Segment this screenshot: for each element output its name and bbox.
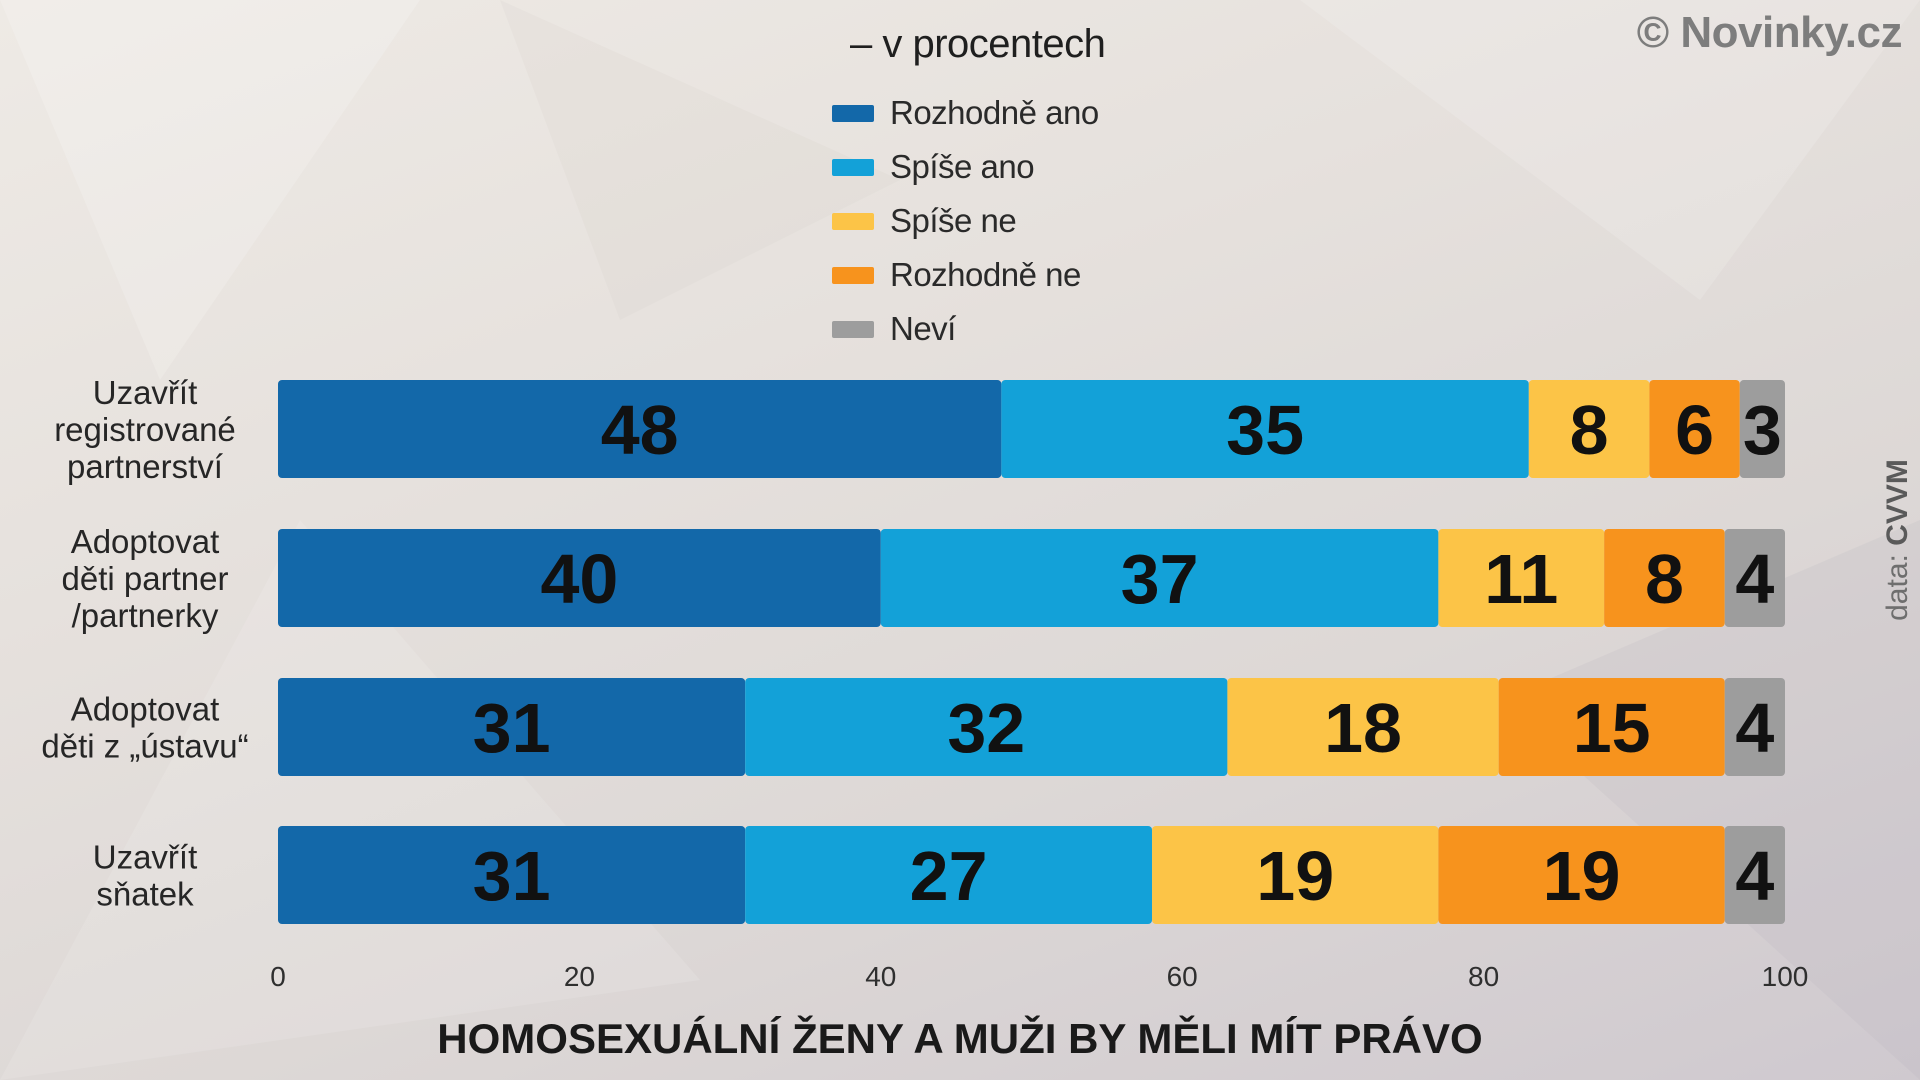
value-label: 35 — [1226, 391, 1304, 469]
bar-segment — [278, 529, 881, 627]
x-tick-label: 60 — [1167, 961, 1198, 992]
value-label: 37 — [1121, 540, 1199, 618]
bar-segment — [1604, 529, 1725, 627]
bar-segment — [278, 826, 746, 924]
bar-segment — [1438, 529, 1605, 627]
bar-segment — [1227, 678, 1499, 776]
legend-label: Rozhodně ano — [890, 94, 1099, 131]
bar-segment — [880, 529, 1439, 627]
value-label: 4 — [1735, 540, 1774, 618]
legend-label: Spíše ne — [890, 202, 1017, 239]
legend-item: Spíše ne — [832, 194, 1099, 248]
category-label: sňatek — [96, 876, 194, 913]
unit-note: – v procentech — [850, 22, 1106, 66]
category-label: Adoptovat — [71, 523, 220, 560]
x-tick-label: 80 — [1468, 961, 1499, 992]
category-label: Uzavřít — [93, 374, 198, 411]
bar-segment — [278, 380, 1002, 478]
category-label: děti partner — [62, 560, 229, 597]
x-tick-label: 20 — [564, 961, 595, 992]
bar-segment — [1438, 826, 1725, 924]
value-label: 6 — [1675, 391, 1714, 469]
value-label: 18 — [1324, 689, 1402, 767]
bar-segment — [278, 678, 746, 776]
legend-swatch — [832, 104, 874, 122]
value-label: 11 — [1484, 540, 1558, 618]
legend-item: Spíše ano — [832, 140, 1099, 194]
value-label: 8 — [1570, 391, 1609, 469]
category-label: partnerství — [67, 448, 223, 485]
copyright-credit: © Novinky.cz — [1636, 8, 1903, 57]
value-label: 19 — [1256, 837, 1334, 915]
bar-segment — [1152, 826, 1439, 924]
bar-segment — [745, 678, 1228, 776]
bar-segment — [1528, 380, 1650, 478]
value-label: 40 — [540, 540, 618, 618]
category-label: Uzavřít — [93, 839, 198, 876]
value-label: 8 — [1645, 540, 1684, 618]
category-label: registrované — [54, 411, 236, 448]
value-label: 32 — [947, 689, 1025, 767]
legend-swatch — [832, 266, 874, 284]
legend-label: Neví — [890, 310, 956, 347]
x-tick-label: 40 — [865, 961, 896, 992]
category-label: /partnerky — [72, 597, 219, 634]
legend-swatch — [832, 320, 874, 338]
legend-label: Rozhodně ne — [890, 256, 1081, 293]
x-tick-label: 0 — [270, 961, 286, 992]
chart-title: HOMOSEXUÁLNÍ ŽENY A MUŽI BY MĚLI MÍT PRÁ… — [437, 1014, 1482, 1062]
value-label: 3 — [1743, 391, 1782, 469]
legend-swatch — [832, 158, 874, 176]
value-label: 4 — [1735, 837, 1774, 915]
bar-segment — [1724, 529, 1785, 627]
value-label: 19 — [1543, 837, 1621, 915]
value-label: 48 — [601, 391, 679, 469]
bar-segment — [1724, 678, 1785, 776]
value-label: 4 — [1735, 689, 1774, 767]
bar-segment — [1739, 380, 1785, 478]
legend-item: Rozhodně ano — [832, 86, 1099, 140]
bar-segment — [1001, 380, 1529, 478]
x-tick-label: 100 — [1762, 961, 1809, 992]
value-label: 31 — [473, 689, 551, 767]
legend-label: Spíše ano — [890, 148, 1035, 185]
bar-segment — [1724, 826, 1785, 924]
legend: Rozhodně ano Spíše ano Spíše ne Rozhodně… — [832, 86, 1099, 356]
bar-segment — [1498, 678, 1725, 776]
bar-segment — [1649, 380, 1740, 478]
legend-item: Neví — [832, 302, 1099, 356]
value-label: 27 — [910, 837, 988, 915]
category-label: děti z „ústavu“ — [41, 728, 248, 765]
value-label: 15 — [1573, 689, 1651, 767]
category-label: Adoptovat — [71, 691, 220, 728]
legend-swatch — [832, 212, 874, 230]
value-label: 31 — [473, 837, 551, 915]
legend-item: Rozhodně ne — [832, 248, 1099, 302]
bar-segment — [745, 826, 1153, 924]
